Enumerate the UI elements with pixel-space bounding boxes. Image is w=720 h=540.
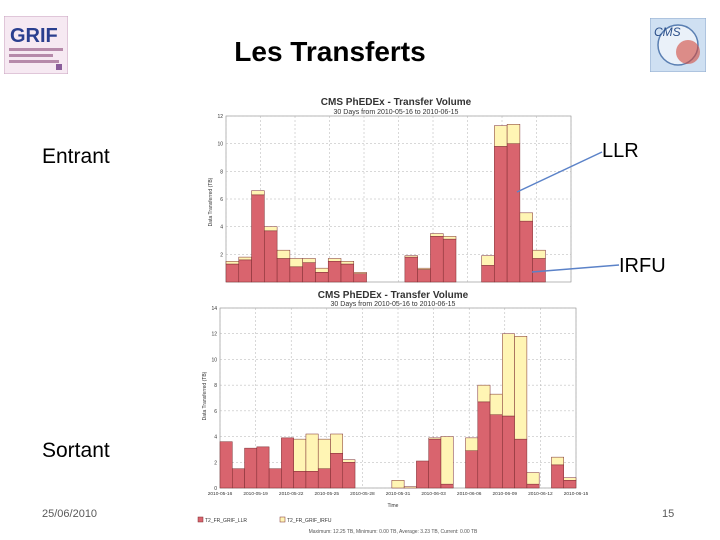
c2-legend-swatch: [279, 516, 286, 523]
page-number: 15: [662, 508, 675, 520]
chart1-title: CMS PhEDEx - Transfer Volume: [321, 97, 472, 108]
c1-bar-irfu: [532, 249, 546, 259]
cms-logo-text: CMS: [654, 25, 681, 39]
c2-ytick-label: 14: [211, 306, 217, 312]
c2-bar-irfu: [440, 436, 454, 485]
chart2-title: CMS PhEDEx - Transfer Volume: [318, 290, 469, 301]
c1-bar-irfu: [276, 249, 291, 259]
c1-ytick-label: 6: [220, 197, 223, 203]
chart2-xlabel: Time: [388, 503, 399, 509]
label-sortant: Sortant: [42, 439, 110, 462]
c1-bar-irfu: [340, 261, 355, 265]
chart-sortant: CMS PhEDEx - Transfer Volume 30 Days fro…: [196, 286, 588, 538]
c2-ytick-label: 4: [214, 435, 217, 441]
c2-xtick-label: 2010-05-31: [386, 491, 411, 497]
c2-ytick-label: 0: [214, 486, 217, 492]
c1-bar-irfu: [353, 272, 367, 274]
c2-xtick-label: 2010-06-03: [421, 491, 446, 497]
c2-bar-irfu: [563, 477, 577, 481]
c1-bar-irfu: [404, 255, 418, 258]
c2-xtick-label: 2010-05-19: [243, 491, 268, 497]
label-entrant: Entrant: [42, 145, 110, 168]
chart1-subtitle: 30 Days from 2010-05-16 to 2010-06-15: [334, 109, 459, 116]
c2-xtick-label: 2010-06-09: [493, 491, 518, 497]
arrow-llr: [516, 151, 603, 193]
c2-ytick-label: 10: [211, 357, 217, 363]
c2-bar-llr: [219, 441, 233, 489]
c1-bar-irfu: [430, 233, 444, 237]
c2-xtick-label: 2010-06-12: [528, 491, 553, 497]
c1-ytick-label: 4: [220, 225, 223, 231]
c2-xtick-label: 2010-06-15: [564, 491, 588, 497]
c1-bar-irfu: [506, 124, 521, 144]
arrow-irfu: [531, 264, 620, 273]
c2-ytick-label: 2: [214, 460, 217, 466]
chart2-ylabel: Data Transferred (TB): [202, 371, 208, 420]
chart1-ylabel: Data Transferred (TB): [208, 177, 214, 226]
grif-logo: GRIF: [4, 16, 68, 74]
footer-date: 25/06/2010: [42, 508, 98, 520]
chart-entrant: CMS PhEDEx - Transfer Volume 30 Days fro…: [196, 92, 578, 288]
slide-title: Les Transferts: [234, 36, 426, 67]
c2-xtick-label: 2010-05-16: [208, 491, 233, 497]
c2-bar-irfu: [391, 480, 405, 489]
c2-xtick-label: 2010-05-22: [279, 491, 304, 497]
c1-bar-irfu: [251, 190, 265, 196]
c2-xtick-label: 2010-06-06: [457, 491, 482, 497]
c2-legend-swatch: [197, 516, 204, 523]
c1-bar-irfu: [519, 212, 533, 222]
c2-ytick-label: 8: [214, 383, 217, 389]
c2-legend-label: T2_FR_GRIF_IRFU: [287, 518, 332, 524]
c2-bar-irfu: [526, 472, 540, 485]
c2-xtick-label: 2010-05-25: [315, 491, 340, 497]
c1-ytick-label: 12: [217, 114, 223, 120]
c2-ytick-label: 12: [211, 332, 217, 338]
cms-logo: CMS: [650, 18, 706, 72]
c2-bar-irfu: [551, 456, 564, 466]
c2-bar-llr: [256, 446, 270, 489]
c2-ytick-label: 6: [214, 409, 217, 415]
c2-bar-irfu: [342, 459, 356, 463]
c2-bar-irfu: [514, 336, 528, 440]
chart2-footer: Maximum: 12.25 TB, Minimum: 0.00 TB, Ave…: [309, 529, 478, 535]
c1-ytick-label: 10: [217, 142, 223, 148]
c1-bar-irfu: [264, 226, 278, 232]
c1-bar-irfu: [302, 258, 316, 263]
chart2-subtitle: 30 Days from 2010-05-16 to 2010-06-15: [331, 301, 456, 308]
c1-ytick-label: 2: [220, 252, 223, 258]
c1-bar-irfu: [442, 236, 457, 240]
c2-legend-label: T2_FR_GRIF_LLR: [205, 518, 247, 524]
grif-logo-text: GRIF: [10, 25, 58, 47]
c1-bar-irfu: [327, 258, 342, 262]
c2-bar-irfu: [477, 384, 491, 403]
c1-ytick-label: 8: [220, 169, 223, 175]
label-irfu: IRFU: [619, 255, 666, 277]
c2-xtick-label: 2010-05-28: [350, 491, 375, 497]
label-llr: LLR: [602, 140, 639, 162]
c2-bar-irfu: [330, 433, 344, 454]
